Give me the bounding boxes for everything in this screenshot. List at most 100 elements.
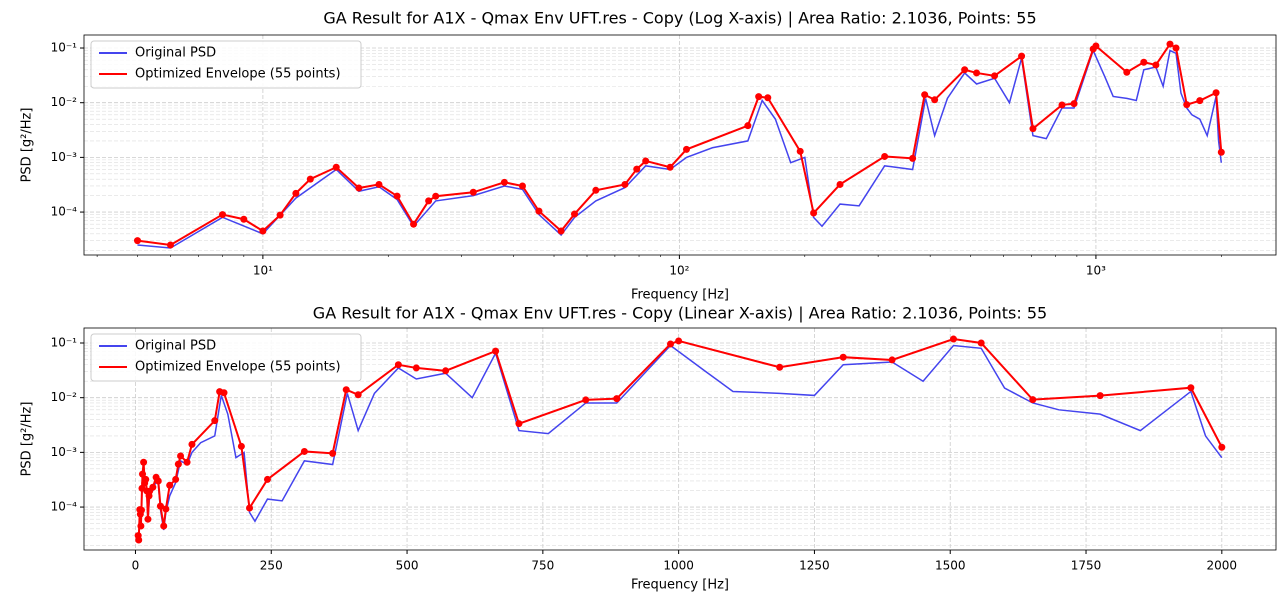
envelope-point xyxy=(1070,100,1078,108)
envelope-point xyxy=(469,188,477,196)
y-tick-label: 10⁻² xyxy=(51,390,78,404)
envelope-point xyxy=(342,386,350,394)
envelope-point xyxy=(1187,384,1195,392)
envelope-point xyxy=(177,452,185,460)
envelope-point xyxy=(174,460,182,468)
legend-box xyxy=(90,333,362,382)
envelope-point xyxy=(240,215,248,223)
envelope-point xyxy=(156,502,164,510)
envelope-point xyxy=(183,458,191,466)
envelope-point xyxy=(931,96,939,104)
envelope-point xyxy=(166,241,174,249)
envelope-point xyxy=(160,522,168,530)
axes-frame xyxy=(83,327,1277,551)
envelope-point xyxy=(149,483,157,491)
envelope-point xyxy=(263,475,271,483)
legend-box xyxy=(90,40,362,89)
y-axis-label: PSD [g²/Hz] xyxy=(20,402,35,477)
envelope-point xyxy=(354,391,362,399)
envelope-point xyxy=(329,449,337,457)
envelope-point xyxy=(306,175,314,183)
envelope-point xyxy=(332,163,340,171)
y-tick-label: 10⁻¹ xyxy=(51,41,78,55)
envelope-point xyxy=(1196,97,1204,105)
envelope-point xyxy=(276,211,284,219)
legend-label: Optimized Envelope (55 points) xyxy=(135,67,341,82)
envelope-point xyxy=(432,192,440,200)
envelope-point xyxy=(961,66,969,74)
envelope-point xyxy=(292,189,300,197)
envelope-point xyxy=(394,361,402,369)
x-tick-label: 10¹ xyxy=(253,264,273,278)
envelope-point xyxy=(977,339,985,347)
legend-label: Original PSD xyxy=(135,339,216,354)
envelope-point xyxy=(492,347,500,355)
envelope-point xyxy=(582,396,590,404)
envelope-point xyxy=(375,180,383,188)
envelope-point xyxy=(881,152,889,160)
x-axis-label: Frequency [Hz] xyxy=(631,578,729,593)
x-tick-label: 750 xyxy=(531,559,554,573)
envelope-point xyxy=(1123,68,1131,76)
envelope-point xyxy=(140,458,148,466)
envelope-point xyxy=(571,210,579,218)
envelope-point xyxy=(642,157,650,165)
x-tick-label: 1750 xyxy=(1071,559,1102,573)
envelope-point xyxy=(142,475,150,483)
x-tick-label: 1500 xyxy=(935,559,966,573)
envelope-point xyxy=(518,182,526,190)
envelope-point xyxy=(666,163,674,171)
envelope-point xyxy=(515,420,523,428)
envelope-point xyxy=(500,178,508,186)
envelope-point xyxy=(410,220,418,228)
envelope-point xyxy=(137,506,145,514)
envelope-point xyxy=(355,184,363,192)
envelope-point xyxy=(1152,61,1160,69)
envelope-point xyxy=(755,93,763,101)
envelope-point xyxy=(259,227,267,235)
envelope-point xyxy=(1029,396,1037,404)
envelope-point xyxy=(888,356,896,364)
y-tick-label: 10⁻¹ xyxy=(51,335,78,349)
x-tick-label: 500 xyxy=(396,559,419,573)
envelope-point xyxy=(154,477,162,485)
envelope-point xyxy=(557,227,565,235)
envelope-point xyxy=(973,69,981,77)
envelope-point xyxy=(211,417,219,425)
envelope-point xyxy=(412,364,420,372)
series-line xyxy=(137,48,1223,249)
envelope-point xyxy=(836,180,844,188)
y-tick-label: 10⁻³ xyxy=(51,445,78,459)
envelope-point xyxy=(1029,125,1037,133)
x-tick-label: 10³ xyxy=(1086,264,1106,278)
envelope-point xyxy=(393,192,401,200)
envelope-point xyxy=(1172,44,1180,52)
envelope-point xyxy=(682,145,690,153)
envelope-point xyxy=(442,367,450,375)
axes-frame xyxy=(83,34,1277,256)
envelope-point xyxy=(1096,392,1104,400)
envelope-point xyxy=(909,154,917,162)
envelope-point xyxy=(991,72,999,80)
envelope-point xyxy=(425,197,433,205)
envelope-point xyxy=(675,337,683,345)
envelope-point xyxy=(796,147,804,155)
envelope-point xyxy=(144,515,152,523)
envelope-point xyxy=(1212,89,1220,97)
y-tick-label: 10⁻⁴ xyxy=(51,500,78,514)
envelope-point xyxy=(949,335,957,343)
envelope-point xyxy=(219,211,227,219)
envelope-point xyxy=(246,504,254,512)
envelope-point xyxy=(135,536,143,544)
chart-title: GA Result for A1X - Qmax Env UFT.res - C… xyxy=(323,9,1036,28)
envelope-point xyxy=(237,442,245,450)
envelope-point xyxy=(166,481,174,489)
x-tick-label: 0 xyxy=(132,559,140,573)
x-tick-label: 10² xyxy=(669,264,689,278)
envelope-point xyxy=(839,353,847,361)
legend-label: Original PSD xyxy=(135,46,216,61)
x-tick-label: 1250 xyxy=(799,559,830,573)
envelope-point xyxy=(137,522,145,530)
envelope-point xyxy=(1018,52,1026,60)
